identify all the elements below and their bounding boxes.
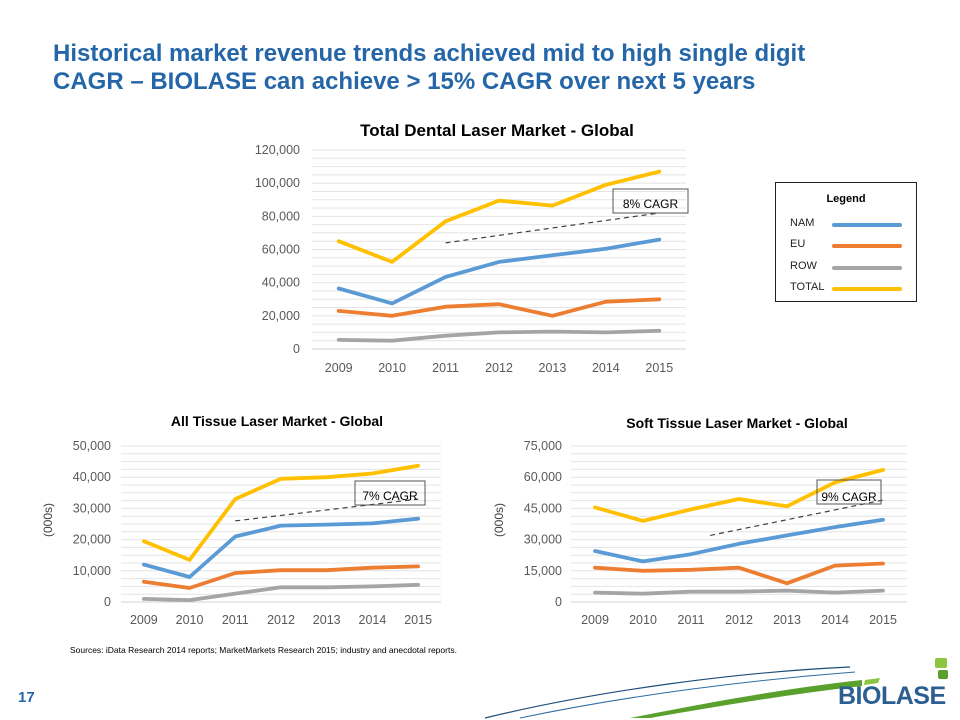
x-tick-label: 2013 [539,361,567,375]
cagr-trend-line [710,499,884,537]
series-line-row [141,582,421,602]
x-tick-label: 2012 [485,361,513,375]
y-tick-label: 60,000 [524,470,562,484]
legend-swatch-total [832,287,902,291]
series-line-nam [141,516,421,579]
x-tick-label: 2014 [592,361,620,375]
y-axis-label: (000s) [41,503,55,537]
y-tick-label: 30,000 [524,533,562,547]
series-line-total [141,463,421,562]
biolase-logo: BIOLASE [838,682,946,710]
chart-title: Soft Tissue Laser Market - Global [626,415,847,431]
legend-swatch-eu [832,244,902,248]
x-tick-label: 2010 [378,361,406,375]
slide-title-line-2: CAGR – BIOLASE can achieve > 15% CAGR ov… [53,68,756,95]
series-line-row [336,328,662,343]
series-line-eu [593,561,885,586]
cagr-annotation: 9% CAGR [821,490,877,504]
y-tick-label: 40,000 [262,276,300,290]
y-tick-label: 10,000 [73,564,111,578]
y-tick-label: 15,000 [524,564,562,578]
x-tick-label: 2009 [130,613,158,627]
cagr-annotation: 7% CAGR [362,489,418,503]
y-axis-label: (000s) [492,503,506,537]
x-tick-label: 2013 [773,613,801,627]
x-tick-label: 2010 [629,613,657,627]
cagr-annotation-box [354,480,426,506]
x-tick-label: 2012 [725,613,753,627]
legend-title: Legend [826,193,866,205]
chart-title: Total Dental Laser Market - Global [360,121,634,140]
legend-swatch-nam [832,223,902,227]
x-tick-label: 2015 [869,613,897,627]
x-tick-label: 2014 [821,613,849,627]
swoosh-graphic [484,658,948,719]
legend-label-nam: NAM [790,217,815,229]
sources-note: Sources: iData Research 2014 reports; Ma… [70,645,457,655]
y-tick-label: 0 [104,595,111,609]
x-tick-label: 2013 [313,613,341,627]
x-tick-label: 2014 [359,613,387,627]
legend-item-nam: NAM [790,217,910,231]
cagr-trend-line [235,498,419,522]
series-line-row [593,588,885,596]
y-tick-label: 40,000 [73,470,111,484]
legend-label-row: ROW [790,260,817,272]
series-line-eu [336,297,662,318]
legend-item-row: ROW [790,260,910,274]
x-tick-label: 2009 [581,613,609,627]
series-line-total [593,467,885,523]
slide-title-line-1: Historical market revenue trends achieve… [53,40,806,67]
series-line-nam [593,517,885,564]
series-line-eu [141,564,421,590]
x-tick-label: 2011 [432,361,459,375]
legend-label-eu: EU [790,238,806,250]
y-tick-label: 30,000 [73,501,111,515]
x-tick-label: 2010 [176,613,204,627]
legend-box: Legend NAM EU ROW TOTAL [775,182,917,302]
page-number: 17 [18,689,35,706]
slide-title: Historical market revenue trends achieve… [53,40,933,96]
y-tick-label: 80,000 [262,209,300,223]
x-tick-label: 2015 [404,613,432,627]
chart-title: All Tissue Laser Market - Global [171,413,383,429]
y-tick-label: 20,000 [73,533,111,547]
y-tick-label: 120,000 [255,143,300,157]
y-tick-label: 0 [555,595,562,609]
legend-item-eu: EU [790,238,910,252]
y-tick-label: 45,000 [524,501,562,515]
x-tick-label: 2009 [325,361,353,375]
legend-item-total: TOTAL [790,281,910,295]
x-tick-label: 2011 [678,613,705,627]
y-tick-label: 75,000 [524,439,562,453]
cagr-annotation-box [816,479,882,505]
cagr-annotation-box [612,188,689,214]
legend-swatch-row [832,266,902,270]
x-tick-label: 2011 [222,613,249,627]
series-line-total [336,169,662,264]
series-line-nam [336,237,662,306]
legend-label-total: TOTAL [790,281,825,293]
y-tick-label: 100,000 [255,176,300,190]
y-tick-label: 50,000 [73,439,111,453]
y-tick-label: 0 [293,342,300,356]
x-tick-label: 2012 [267,613,295,627]
y-tick-label: 60,000 [262,243,300,257]
y-tick-label: 20,000 [262,309,300,323]
cagr-annotation: 8% CAGR [623,197,679,211]
x-tick-label: 2015 [645,361,673,375]
